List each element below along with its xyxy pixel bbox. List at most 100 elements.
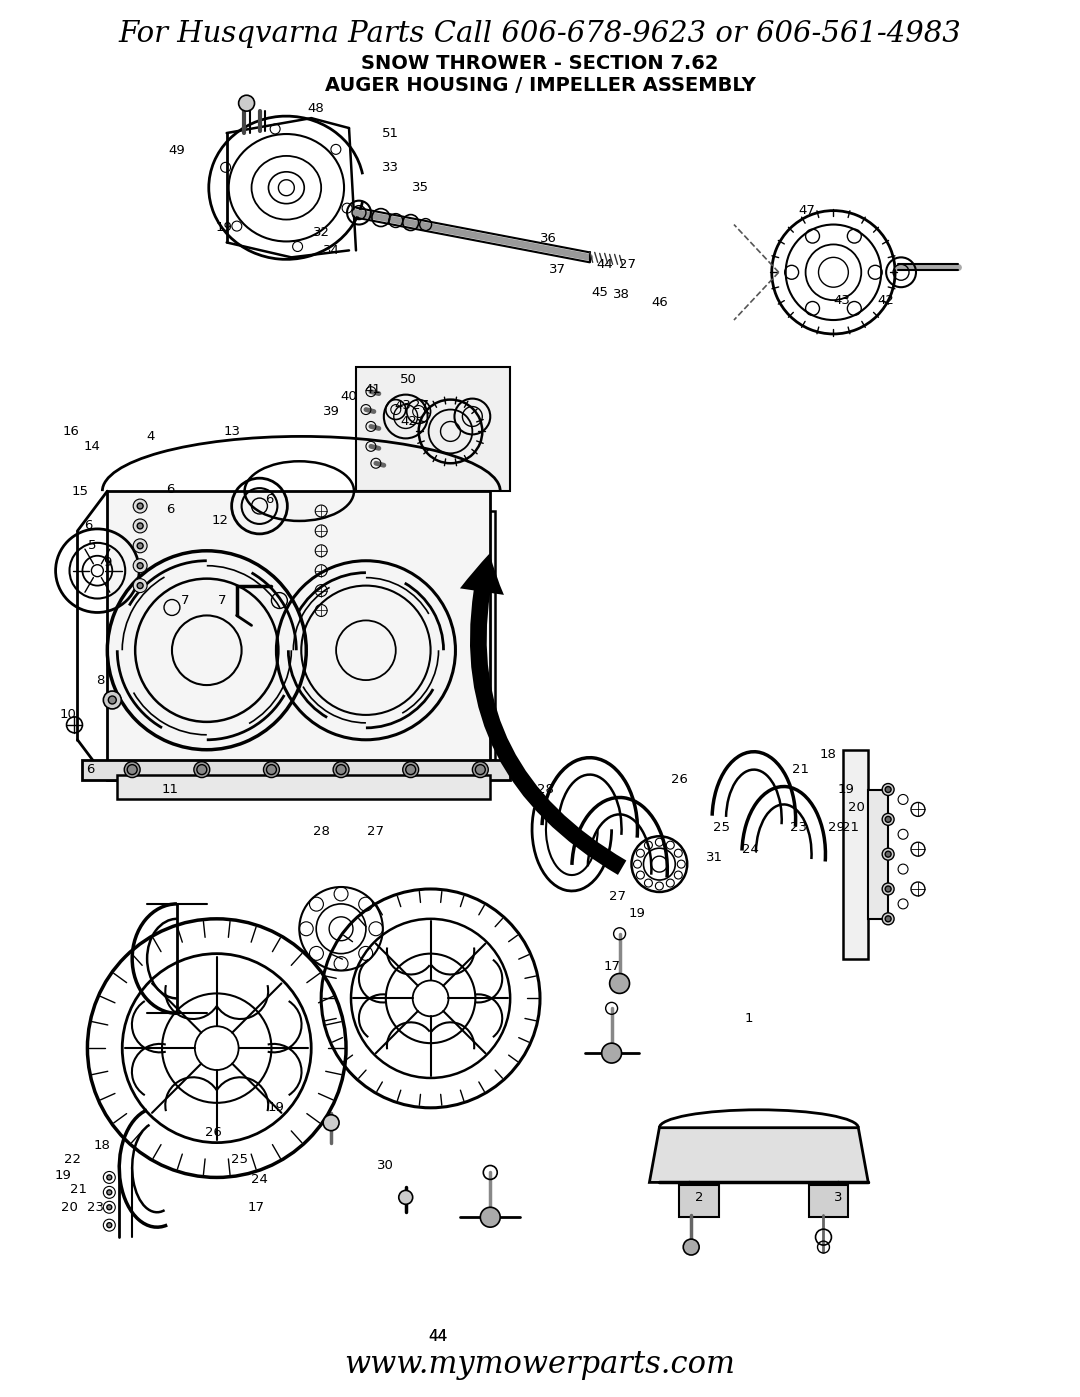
Circle shape — [886, 816, 891, 823]
Circle shape — [886, 851, 891, 858]
Circle shape — [104, 692, 121, 708]
Text: 1: 1 — [744, 1011, 753, 1025]
Text: 2: 2 — [694, 1190, 703, 1204]
Circle shape — [133, 559, 147, 573]
Text: 10: 10 — [59, 708, 76, 721]
Circle shape — [403, 761, 419, 778]
Text: 47: 47 — [798, 204, 815, 217]
Circle shape — [481, 1207, 500, 1227]
Text: 43: 43 — [394, 400, 411, 412]
Text: 20: 20 — [848, 800, 865, 814]
Text: 26: 26 — [205, 1126, 222, 1139]
Text: 38: 38 — [613, 288, 630, 300]
Circle shape — [684, 1239, 699, 1255]
Polygon shape — [809, 1186, 849, 1217]
Text: 3: 3 — [834, 1190, 842, 1204]
Text: 45: 45 — [591, 285, 608, 299]
Circle shape — [336, 764, 346, 774]
Circle shape — [882, 813, 894, 826]
Text: 27: 27 — [367, 824, 384, 838]
Text: 6: 6 — [86, 763, 95, 777]
Circle shape — [267, 764, 276, 774]
Text: 27: 27 — [609, 890, 626, 904]
Text: 34: 34 — [323, 244, 339, 257]
Text: 49: 49 — [168, 144, 186, 158]
Circle shape — [197, 764, 206, 774]
Polygon shape — [679, 1186, 719, 1217]
Circle shape — [137, 563, 144, 569]
Text: 44: 44 — [428, 1329, 447, 1344]
Text: 28: 28 — [313, 824, 329, 838]
Text: 12: 12 — [212, 514, 228, 528]
Circle shape — [239, 95, 255, 112]
Circle shape — [193, 761, 210, 778]
Text: 33: 33 — [382, 161, 400, 175]
Text: www.mymowerparts.com: www.mymowerparts.com — [345, 1350, 735, 1380]
Text: 43: 43 — [833, 293, 850, 306]
Text: 25: 25 — [713, 821, 729, 834]
Polygon shape — [118, 774, 490, 799]
Text: 21: 21 — [792, 763, 809, 777]
Text: 6: 6 — [166, 482, 174, 496]
Circle shape — [137, 522, 144, 529]
Circle shape — [108, 696, 117, 704]
Text: 50: 50 — [401, 373, 417, 386]
Text: 20: 20 — [62, 1201, 78, 1214]
Text: 5: 5 — [89, 539, 96, 552]
Polygon shape — [107, 492, 490, 780]
Text: SNOW THROWER - SECTION 7.62: SNOW THROWER - SECTION 7.62 — [361, 54, 719, 73]
Circle shape — [333, 761, 349, 778]
Text: 28: 28 — [537, 782, 553, 796]
Text: 16: 16 — [62, 425, 79, 437]
Text: 44: 44 — [596, 258, 613, 271]
Text: 13: 13 — [224, 425, 240, 437]
Circle shape — [107, 1175, 112, 1180]
Text: 40: 40 — [340, 390, 357, 404]
Text: 42: 42 — [878, 293, 894, 306]
Polygon shape — [868, 789, 888, 919]
Text: 24: 24 — [742, 842, 759, 856]
Polygon shape — [356, 367, 510, 492]
Text: 26: 26 — [671, 773, 688, 787]
Circle shape — [127, 764, 137, 774]
Text: 15: 15 — [72, 485, 89, 497]
Circle shape — [475, 764, 485, 774]
Circle shape — [406, 764, 416, 774]
Text: 18: 18 — [820, 749, 837, 761]
Circle shape — [882, 848, 894, 861]
Text: 6: 6 — [84, 520, 93, 532]
Text: 21: 21 — [70, 1183, 87, 1196]
Circle shape — [609, 974, 630, 993]
Circle shape — [264, 761, 280, 778]
Text: 19: 19 — [215, 221, 232, 235]
Circle shape — [882, 883, 894, 895]
Text: 31: 31 — [705, 851, 723, 863]
Text: 9: 9 — [103, 556, 111, 569]
Text: 36: 36 — [540, 232, 556, 244]
Circle shape — [137, 503, 144, 509]
Circle shape — [602, 1044, 622, 1063]
Circle shape — [133, 518, 147, 532]
Polygon shape — [843, 750, 868, 958]
Text: 17: 17 — [248, 1201, 265, 1214]
Text: 19: 19 — [629, 907, 646, 921]
FancyArrowPatch shape — [460, 553, 626, 875]
Circle shape — [323, 1115, 339, 1130]
Polygon shape — [649, 1127, 868, 1182]
Circle shape — [886, 886, 891, 891]
Circle shape — [137, 583, 144, 588]
Circle shape — [124, 761, 140, 778]
Circle shape — [133, 578, 147, 592]
Text: 17: 17 — [603, 960, 620, 974]
Text: 46: 46 — [651, 296, 667, 309]
Text: 42: 42 — [401, 415, 417, 427]
Text: AUGER HOUSING / IMPELLER ASSEMBLY: AUGER HOUSING / IMPELLER ASSEMBLY — [325, 75, 755, 95]
Text: 19: 19 — [838, 782, 854, 796]
Circle shape — [107, 1222, 112, 1228]
Text: 44: 44 — [428, 1329, 447, 1344]
Polygon shape — [82, 760, 510, 780]
Text: 32: 32 — [313, 226, 329, 239]
Circle shape — [882, 912, 894, 925]
Text: 39: 39 — [323, 405, 339, 418]
Text: For Husqvarna Parts Call 606-678-9623 or 606-561-4983: For Husqvarna Parts Call 606-678-9623 or… — [119, 20, 961, 47]
